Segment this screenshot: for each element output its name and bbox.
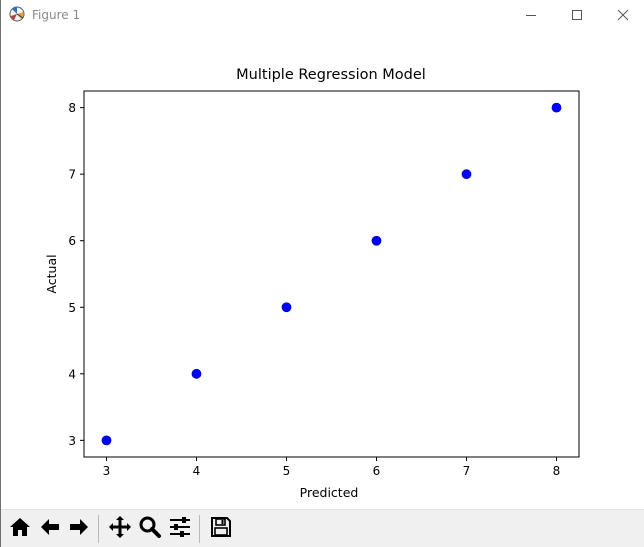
data-point	[551, 102, 562, 113]
navigation-toolbar	[1, 509, 644, 547]
x-tick-label: 4	[193, 464, 201, 478]
y-tick-label: 3	[68, 434, 76, 448]
title-bar[interactable]: Figure 1	[1, 0, 644, 30]
plot-area	[83, 90, 580, 458]
zoom-button[interactable]	[136, 515, 164, 543]
data-point	[101, 435, 112, 446]
minimize-icon	[525, 6, 537, 25]
x-axis-label: Predicted	[300, 485, 359, 500]
arrow-left-icon	[38, 515, 62, 543]
data-point	[191, 368, 202, 379]
x-tick-label: 7	[463, 464, 471, 478]
close-button[interactable]	[600, 0, 644, 30]
floppy-disk-icon	[209, 515, 233, 543]
forward-button[interactable]	[65, 515, 93, 543]
data-point	[461, 169, 472, 180]
scatter-plot: Multiple Regression Model 3 4 5 6 7 8 3 4 5 6 7 8 P…	[44, 67, 580, 500]
x-tick-label: 8	[553, 464, 561, 478]
move-icon	[108, 515, 132, 543]
window-title: Figure 1	[32, 8, 81, 22]
save-button[interactable]	[207, 515, 235, 543]
matplotlib-icon	[9, 6, 25, 22]
minimize-button[interactable]	[508, 0, 554, 30]
sliders-icon	[168, 515, 192, 543]
close-icon	[617, 6, 629, 25]
home-button[interactable]	[6, 515, 34, 543]
toolbar-separator	[199, 515, 200, 543]
figure-canvas[interactable]: Multiple Regression Model 3 4 5 6 7 8 3 4 5 6 7 8 P…	[1, 30, 644, 509]
home-icon	[8, 515, 32, 543]
y-tick-label: 6	[68, 234, 76, 248]
y-tick-label: 4	[68, 367, 76, 381]
data-point	[371, 235, 382, 246]
back-button[interactable]	[36, 515, 64, 543]
configure-subplots-button[interactable]	[166, 515, 194, 543]
y-axis-label: Actual	[44, 254, 59, 293]
pan-button[interactable]	[106, 515, 134, 543]
magnifier-icon	[138, 515, 162, 543]
toolbar-separator	[98, 515, 99, 543]
y-tick-label: 8	[68, 101, 76, 115]
y-tick-label: 5	[68, 301, 76, 315]
x-tick-label: 3	[103, 464, 111, 478]
chart-title: Multiple Regression Model	[236, 67, 426, 83]
arrow-right-icon	[67, 515, 91, 543]
y-tick-label: 7	[68, 168, 76, 182]
data-point	[281, 302, 292, 313]
maximize-icon	[571, 6, 583, 25]
x-tick-label: 5	[283, 464, 291, 478]
maximize-button[interactable]	[554, 0, 600, 30]
x-tick-label: 6	[373, 464, 381, 478]
